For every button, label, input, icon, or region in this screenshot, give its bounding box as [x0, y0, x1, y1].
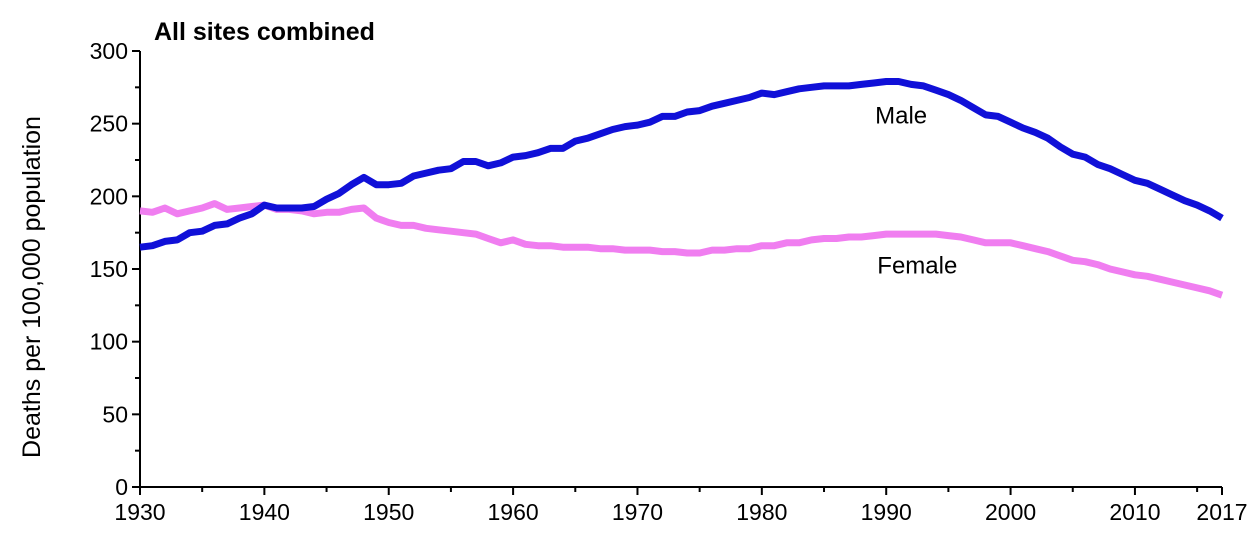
- x-tick-label: 1970: [612, 499, 663, 525]
- x-tick-label: 1990: [861, 499, 912, 525]
- x-tick-label: 1950: [363, 499, 414, 525]
- y-tick-label: 300: [90, 38, 128, 64]
- series-line-female: [139, 200, 1224, 299]
- annotation-layer: Male Female: [875, 103, 957, 280]
- x-tick-label: 1960: [488, 499, 539, 525]
- series-layer: [139, 78, 1224, 299]
- y-axis-label: Deaths per 100,000 population: [18, 116, 46, 458]
- x-tick-label: 1980: [736, 499, 787, 525]
- y-tick-label: 250: [90, 111, 128, 137]
- y-tick-label: 50: [102, 401, 128, 427]
- y-tick-label: 150: [90, 256, 128, 282]
- series-label-male: Male: [875, 103, 927, 130]
- series-label-female: Female: [877, 252, 957, 279]
- x-tick-label: 1940: [239, 499, 290, 525]
- chart-title: All sites combined: [154, 18, 375, 46]
- x-tick-label: 2010: [1109, 499, 1160, 525]
- x-tick-label: 2017: [1196, 499, 1247, 525]
- x-tick-label: 1930: [114, 499, 165, 525]
- y-tick-label: 100: [90, 329, 128, 355]
- axes: 0 50 100 150 200 250 300 1930 1940 1950 1960 1970 19…: [90, 38, 1248, 525]
- y-tick-label: 200: [90, 183, 128, 209]
- series-line-male: [139, 78, 1224, 251]
- x-tick-label: 2000: [985, 499, 1036, 525]
- y-tick-label: 0: [115, 474, 128, 500]
